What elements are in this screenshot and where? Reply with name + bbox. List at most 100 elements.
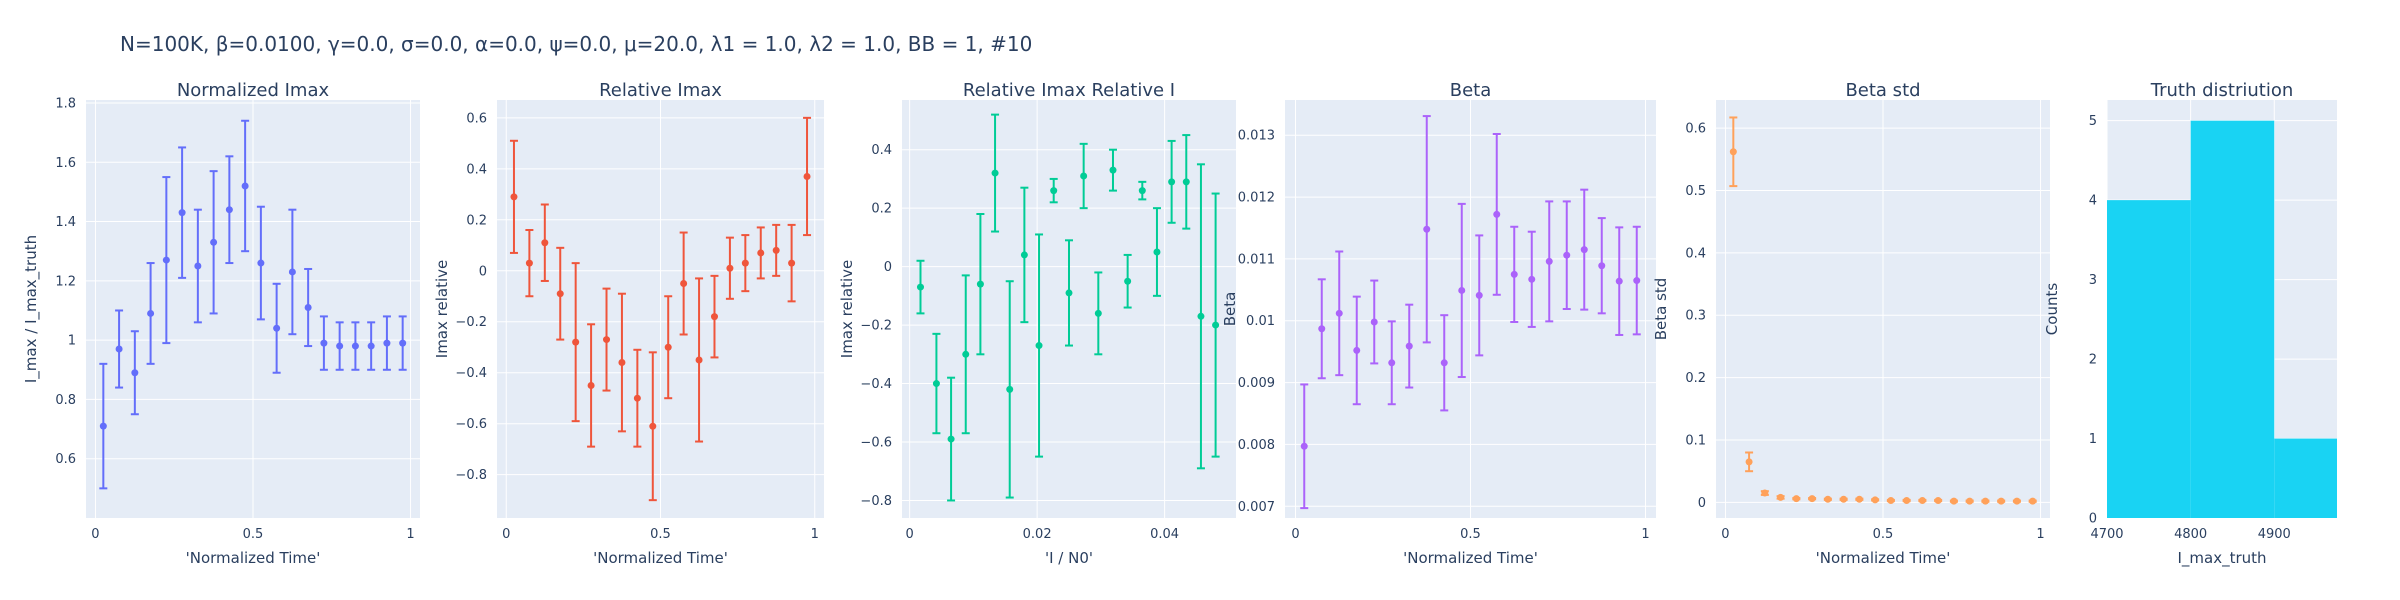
data-point (210, 238, 218, 246)
y-tick-label: −0.6 (860, 436, 892, 451)
data-point (1934, 497, 1942, 505)
histogram-bar (2107, 200, 2191, 518)
subplot-grid: 0.6 0.8 1 1.2 1.4 1.6 1.8 0 0.5 1 Normalized Imax '… (22, 80, 2337, 568)
x-tick-label: 1 (406, 527, 414, 542)
data-point (1370, 318, 1378, 326)
data-point (131, 369, 139, 377)
data-point (947, 435, 955, 443)
y-axis-label: Imax relative (433, 260, 451, 358)
data-point (1353, 346, 1361, 354)
x-tick-label: 0.5 (243, 527, 264, 542)
data-point (788, 259, 796, 267)
data-point (1580, 246, 1588, 254)
x-axis-label: 'Normalized Time' (1403, 549, 1538, 567)
data-point (288, 268, 296, 276)
data-point (1761, 489, 1769, 497)
y-tick-label: 0.007 (1238, 500, 1275, 515)
y-tick-label: 1.6 (55, 156, 76, 171)
data-point (1212, 321, 1220, 329)
data-point (1405, 342, 1413, 350)
x-tick-label: 0 (502, 527, 510, 542)
x-tick-label: 0 (91, 527, 99, 542)
subplot-6: 0 1 2 3 4 5 4700 4800 4900 Truth distriution I_max… (2043, 80, 2337, 568)
x-tick-label: 0.5 (1460, 527, 1481, 542)
data-point (1950, 497, 1958, 505)
subplot-5: 0 0.1 0.2 0.3 0.4 0.5 0.6 0 0.5 1 Beta std 'Normali… (1652, 80, 2050, 567)
y-tick-label: 0.4 (871, 143, 892, 158)
subplot-1: 0.6 0.8 1 1.2 1.4 1.6 1.8 0 0.5 1 Normalized Imax '… (22, 80, 420, 567)
data-point (1124, 277, 1132, 285)
data-point (241, 182, 249, 190)
y-tick-label: 0.01 (1246, 314, 1275, 329)
y-axis-label: Beta (1221, 292, 1239, 327)
y-tick-label: −0.2 (860, 319, 892, 334)
x-axis-label: 'I / N0' (1045, 549, 1093, 567)
data-point (1510, 270, 1518, 278)
data-point (1197, 312, 1205, 320)
data-point (525, 259, 533, 267)
data-point (115, 345, 123, 353)
data-point (1545, 257, 1553, 265)
data-point (304, 304, 312, 312)
data-point (1981, 497, 1989, 505)
y-tick-label: 2 (2089, 353, 2097, 368)
data-point (932, 380, 940, 388)
x-tick-label: 1 (1641, 527, 1649, 542)
y-tick-label: −0.8 (860, 494, 892, 509)
histogram-bar (2190, 120, 2275, 519)
subplot-title: Beta (1450, 80, 1492, 101)
y-tick-label: −0.2 (455, 315, 487, 330)
y-tick-label: 4 (2089, 194, 2097, 209)
data-point (1808, 495, 1816, 503)
data-point (1598, 262, 1606, 270)
y-tick-label: 0.011 (1238, 252, 1275, 267)
data-point (351, 342, 359, 350)
data-point (757, 249, 765, 257)
data-point (1300, 442, 1308, 450)
data-point (1388, 359, 1396, 367)
data-point (1458, 286, 1466, 294)
x-tick-label: 0 (1291, 527, 1299, 542)
data-point (257, 259, 265, 267)
data-point (1745, 458, 1753, 466)
y-tick-label: 0.2 (466, 213, 487, 228)
data-point (1615, 277, 1623, 285)
y-tick-label: 1.4 (55, 215, 76, 230)
data-point (556, 290, 564, 298)
data-point (1887, 497, 1895, 505)
x-tick-label: 0 (1721, 527, 1729, 542)
data-point (1871, 496, 1879, 504)
data-point (741, 259, 749, 267)
x-tick-label: 4800 (2174, 527, 2207, 542)
data-point (726, 264, 734, 272)
x-tick-label: 1 (811, 527, 819, 542)
y-tick-label: 0.6 (55, 452, 76, 467)
y-tick-label: −0.6 (455, 417, 487, 432)
y-tick-label: 0.2 (871, 202, 892, 217)
data-point (1855, 495, 1863, 503)
data-point (1138, 187, 1146, 195)
data-point (962, 350, 970, 358)
data-point (1493, 210, 1501, 218)
data-point (320, 339, 328, 347)
data-point (1528, 275, 1536, 283)
data-point (680, 280, 688, 288)
subplot-title: Relative Imax Relative I (963, 80, 1175, 101)
x-axis-label: 'Normalized Time' (593, 549, 728, 567)
subplot-title: Relative Imax (599, 80, 722, 101)
y-tick-label: 0.012 (1238, 191, 1275, 206)
y-axis-label: Beta std (1652, 278, 1670, 341)
data-point (1318, 325, 1326, 333)
y-tick-label: 0 (2089, 512, 2097, 527)
x-tick-label: 4700 (2090, 527, 2123, 542)
data-point (2029, 497, 2037, 505)
data-point (1777, 493, 1785, 501)
data-point (1006, 385, 1014, 393)
data-point (587, 381, 595, 389)
x-tick-label: 4900 (2258, 527, 2291, 542)
y-tick-label: 0.013 (1238, 129, 1275, 144)
y-tick-label: −0.4 (860, 377, 892, 392)
data-point (991, 169, 999, 177)
data-point (1792, 495, 1800, 503)
histogram-bar (2274, 438, 2337, 518)
